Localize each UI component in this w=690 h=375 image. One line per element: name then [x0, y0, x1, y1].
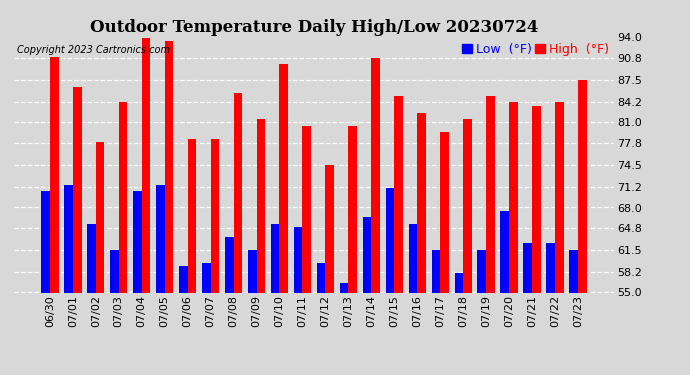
- Bar: [257, 119, 265, 292]
- Text: Copyright 2023 Cartronics.com: Copyright 2023 Cartronics.com: [17, 45, 170, 55]
- Bar: [156, 184, 165, 292]
- Bar: [96, 142, 104, 292]
- Bar: [578, 80, 586, 292]
- Bar: [363, 217, 371, 292]
- Bar: [317, 263, 326, 292]
- Bar: [555, 102, 564, 292]
- Bar: [110, 250, 119, 292]
- Bar: [500, 211, 509, 292]
- Bar: [50, 57, 59, 292]
- Bar: [302, 126, 311, 292]
- Bar: [371, 58, 380, 292]
- Bar: [233, 93, 242, 292]
- Legend: Low  (°F), High  (°F): Low (°F), High (°F): [457, 38, 614, 60]
- Bar: [455, 273, 463, 292]
- Bar: [165, 41, 173, 292]
- Bar: [408, 224, 417, 292]
- Bar: [64, 184, 72, 292]
- Bar: [179, 266, 188, 292]
- Bar: [417, 113, 426, 292]
- Bar: [532, 106, 541, 292]
- Bar: [524, 243, 532, 292]
- Bar: [386, 188, 395, 292]
- Bar: [431, 250, 440, 292]
- Bar: [509, 102, 518, 292]
- Bar: [546, 243, 555, 292]
- Bar: [477, 250, 486, 292]
- Bar: [339, 283, 348, 292]
- Bar: [87, 224, 96, 292]
- Bar: [210, 139, 219, 292]
- Bar: [188, 139, 197, 292]
- Bar: [270, 224, 279, 292]
- Bar: [248, 250, 257, 292]
- Bar: [225, 237, 233, 292]
- Bar: [279, 64, 288, 292]
- Title: Outdoor Temperature Daily High/Low 20230724: Outdoor Temperature Daily High/Low 20230…: [90, 19, 538, 36]
- Bar: [141, 34, 150, 292]
- Bar: [440, 132, 449, 292]
- Bar: [326, 165, 334, 292]
- Bar: [119, 102, 128, 292]
- Bar: [348, 126, 357, 292]
- Bar: [133, 191, 141, 292]
- Bar: [41, 191, 50, 292]
- Bar: [463, 119, 472, 292]
- Bar: [569, 250, 578, 292]
- Bar: [72, 87, 81, 292]
- Bar: [202, 263, 210, 292]
- Bar: [395, 96, 403, 292]
- Bar: [294, 227, 302, 292]
- Bar: [486, 96, 495, 292]
